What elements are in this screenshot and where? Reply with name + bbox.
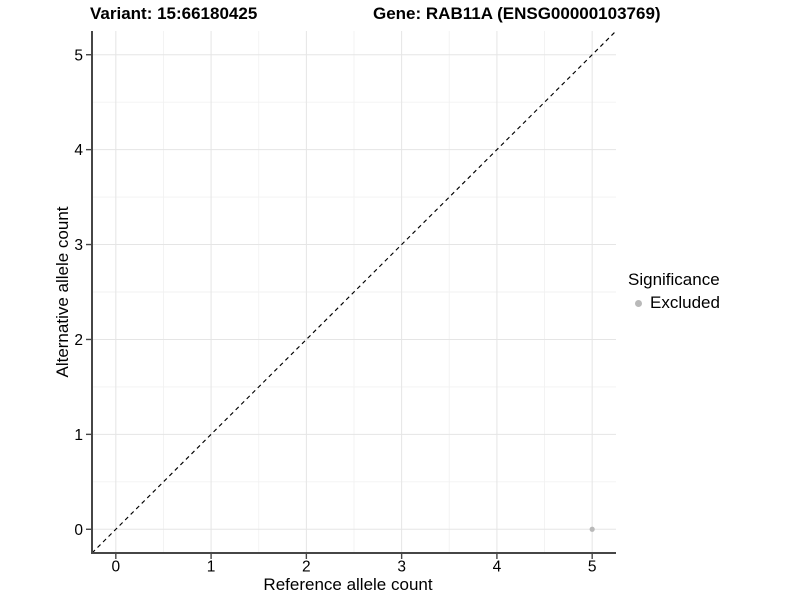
legend-key bbox=[628, 293, 648, 313]
x-axis-title: Reference allele count bbox=[263, 575, 433, 594]
identity-line bbox=[91, 30, 617, 554]
x-tick-label: 3 bbox=[397, 559, 406, 576]
plot-title-gene: Gene: RAB11A (ENSG00000103769) bbox=[373, 4, 661, 23]
y-tick-label: 2 bbox=[74, 332, 83, 349]
data-point bbox=[589, 526, 595, 532]
legend-title: Significance bbox=[628, 270, 720, 289]
y-tick-label: 0 bbox=[74, 522, 83, 539]
x-tick-label: 4 bbox=[493, 559, 502, 576]
x-tick-label: 0 bbox=[112, 559, 121, 576]
legend-item-excluded: Excluded bbox=[628, 293, 720, 313]
y-tick-label: 1 bbox=[74, 427, 83, 444]
legend-item-label: Excluded bbox=[650, 293, 720, 312]
y-axis-title: Alternative allele count bbox=[53, 206, 72, 378]
legend: Significance Excluded bbox=[628, 270, 720, 313]
y-tick-label: 5 bbox=[74, 47, 83, 64]
x-tick-label: 5 bbox=[588, 559, 597, 576]
x-tick-label: 2 bbox=[302, 559, 311, 576]
y-tick-label: 3 bbox=[74, 237, 83, 254]
y-tick-label: 4 bbox=[74, 142, 83, 159]
plot-title-variant: Variant: 15:66180425 bbox=[90, 4, 258, 23]
legend-point-icon bbox=[634, 299, 642, 307]
x-tick-label: 1 bbox=[207, 559, 216, 576]
